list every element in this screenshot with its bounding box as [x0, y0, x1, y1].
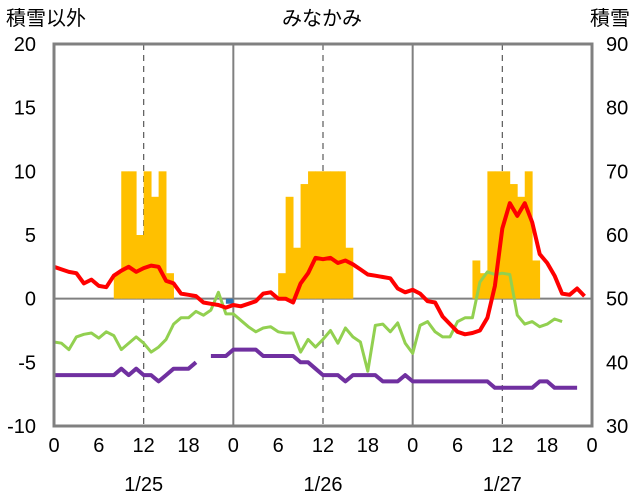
precipitation-bar: [337, 171, 346, 299]
x-axis-tick-label: 0: [586, 435, 597, 457]
x-axis-tick-label: 18: [536, 435, 558, 457]
precipitation-bar: [509, 184, 518, 299]
x-axis-tick-label: 0: [407, 435, 418, 457]
x-axis-tick-label: 6: [93, 435, 104, 457]
x-axis-tick-label: 0: [48, 435, 59, 457]
x-axis-tick-label: 6: [452, 435, 463, 457]
left-axis-tick-label: 0: [25, 289, 36, 311]
sunshine-bar: [225, 298, 234, 304]
precipitation-bars: [113, 171, 541, 299]
x-axis-day-label: 1/25: [124, 474, 163, 496]
precipitation-bar: [524, 171, 533, 299]
precipitation-bar: [517, 196, 526, 299]
precipitation-bar: [502, 171, 511, 299]
x-axis-day-labels: 1/25 1/26 1/27: [124, 474, 522, 496]
precipitation-bar: [345, 247, 354, 299]
precipitation-bar: [113, 273, 122, 299]
precipitation-bar: [293, 247, 301, 299]
chart-title: みなかみ: [282, 8, 362, 30]
x-axis-tick-label: 18: [357, 435, 379, 457]
right-axis-tick-label: 30: [606, 416, 628, 438]
x-axis-day-label: 1/27: [483, 474, 522, 496]
left-axis-tick-label: 20: [14, 34, 36, 56]
left-axis-title: 積雪以外: [6, 7, 86, 30]
precipitation-bar: [308, 171, 316, 299]
right-axis-tick-label: 50: [606, 289, 628, 311]
right-axis-tick-label: 60: [606, 225, 628, 247]
precipitation-bar: [472, 260, 481, 299]
right-axis-tick-label: 70: [606, 161, 628, 183]
left-axis-ticks: -10 -5 0 5 10 15 20: [7, 34, 36, 438]
right-axis-title: 積雪: [590, 7, 630, 30]
snow-depth-line: [54, 347, 578, 390]
right-axis-tick-label: 40: [606, 352, 628, 374]
x-axis-tick-label: 0: [228, 435, 239, 457]
precipitation-bar: [166, 273, 174, 299]
precipitation-bar: [315, 171, 324, 299]
temperature-line: [53, 201, 586, 337]
green-series-line: [53, 270, 563, 373]
precipitation-bar: [158, 171, 167, 299]
right-axis-tick-label: 90: [606, 34, 628, 56]
precipitation-bar: [151, 196, 160, 299]
precipitation-bar: [479, 273, 488, 299]
x-axis-ticks: 0 6 12 18 0 6 12 18 0 6 12 18 0: [48, 435, 597, 457]
precipitation-bar: [143, 171, 152, 299]
precipitation-bar: [330, 171, 339, 299]
precipitation-bar: [532, 260, 541, 299]
left-axis-tick-label: 15: [14, 98, 36, 120]
precipitation-bar: [128, 171, 137, 299]
x-axis-tick-label: 12: [133, 435, 155, 457]
right-axis-ticks: 30 40 50 60 70 80 90: [606, 34, 628, 438]
precipitation-bar: [494, 171, 503, 299]
precipitation-bar: [285, 196, 294, 299]
precipitation-bar: [300, 184, 309, 299]
x-axis-tick-label: 12: [491, 435, 513, 457]
x-axis-tick-label: 6: [273, 435, 284, 457]
precipitation-bar: [278, 273, 287, 299]
x-axis-tick-label: 18: [177, 435, 199, 457]
left-axis-tick-label: 5: [25, 225, 36, 247]
x-axis-tick-label: 12: [312, 435, 334, 457]
precipitation-bar: [487, 171, 496, 299]
left-axis-tick-label: 10: [14, 161, 36, 183]
precipitation-bar: [121, 171, 130, 299]
plot-frame: [52, 42, 594, 428]
right-axis-tick-label: 80: [606, 98, 628, 120]
left-axis-tick-label: -5: [18, 352, 36, 374]
left-axis-tick-label: -10: [7, 416, 36, 438]
precipitation-bar: [136, 235, 145, 299]
series-lines: [53, 201, 586, 390]
x-axis-day-label: 1/26: [304, 474, 343, 496]
precipitation-bar: [323, 171, 331, 299]
sunshine-bars: [225, 298, 234, 304]
